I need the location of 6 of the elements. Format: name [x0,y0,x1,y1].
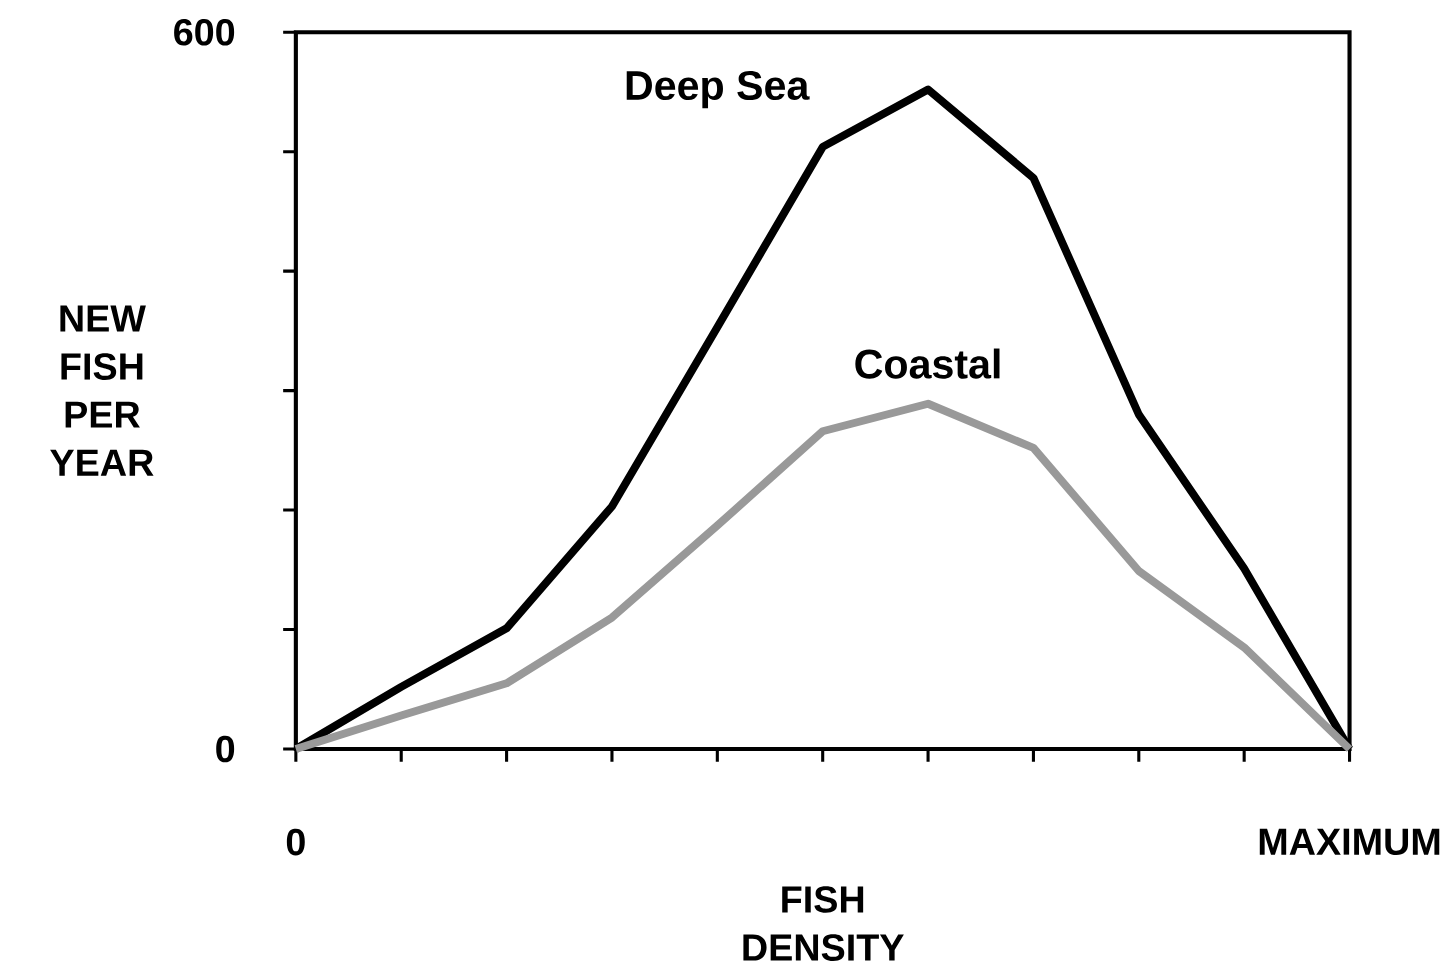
y-tick-label: 600 [174,18,235,46]
x-axis-title: FISH DENSITY [743,885,904,961]
series-label: Coastal [855,348,1000,379]
series-label: Deep Sea [626,70,810,108]
y-axis-title: NEW FISH PER YEAR [50,305,154,476]
x-tick-label: MAXIMUM [1259,828,1440,855]
